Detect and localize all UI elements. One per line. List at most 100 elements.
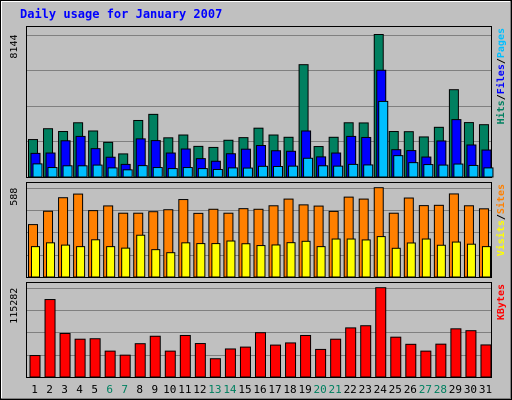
legend-part-2: Files [495, 64, 507, 94]
panel-kbytes-legend-label: KBytes [496, 284, 507, 320]
bar-pages-day-25 [393, 155, 404, 178]
bar-kbytes-day-29 [450, 328, 462, 378]
bar-kbytes-day-26 [405, 343, 417, 378]
x-tick-label-3: 3 [61, 383, 68, 396]
x-tick-label-5: 5 [91, 383, 98, 396]
x-tick-label-8: 8 [136, 383, 143, 396]
bar-pages-day-16 [257, 165, 268, 178]
bar-kbytes-day-13 [209, 358, 221, 378]
bar-sites-day-27 [421, 238, 431, 278]
bar-kbytes-day-8 [134, 343, 146, 378]
bar-kbytes-day-2 [44, 299, 56, 378]
bar-pages-day-27 [423, 164, 434, 178]
bar-sites-day-31 [481, 246, 491, 278]
chart-title: Daily usage for January 2007 [20, 7, 222, 21]
bar-kbytes-day-23 [360, 325, 372, 378]
bar-sites-day-5 [91, 239, 101, 278]
bar-sites-day-10 [166, 252, 176, 278]
bar-pages-day-8 [137, 165, 148, 178]
bar-sites-day-11 [181, 242, 191, 278]
bar-pages-day-28 [438, 164, 449, 178]
x-tick-label-28: 28 [434, 383, 447, 396]
x-tick-label-18: 18 [283, 383, 296, 396]
x-tick-label-21: 21 [329, 383, 342, 396]
bar-kbytes-day-12 [194, 343, 206, 378]
panel-visits-legend-label: Visits/Sites [495, 184, 507, 256]
legend-part-1: / [496, 94, 507, 100]
x-tick-label-22: 22 [344, 383, 357, 396]
bar-pages-day-1 [32, 163, 43, 178]
bar-kbytes-day-7 [119, 354, 131, 378]
x-tick-label-31: 31 [479, 383, 492, 396]
x-tick-label-15: 15 [238, 383, 251, 396]
bar-pages-day-9 [152, 167, 163, 178]
x-tick-label-12: 12 [193, 383, 206, 396]
panel-hits-max-label: 8144 [9, 35, 20, 59]
bar-sites-day-1 [31, 246, 40, 278]
series-pages [32, 100, 494, 178]
bar-pages-day-11 [182, 167, 193, 178]
x-tick-label-16: 16 [253, 383, 266, 396]
x-tick-label-25: 25 [389, 383, 402, 396]
legend-part-0: Visits [495, 220, 507, 256]
legend-part-4: Pages [496, 28, 507, 58]
legend-part-1: / [496, 214, 507, 220]
bar-sites-day-30 [466, 243, 476, 278]
bar-sites-day-18 [286, 242, 296, 278]
x-tick-label-9: 9 [151, 383, 158, 396]
bar-pages-day-7 [122, 169, 133, 178]
bar-sites-day-24 [376, 236, 386, 278]
bar-pages-day-24 [378, 100, 389, 178]
bar-pages-day-30 [468, 164, 479, 178]
x-tick-label-6: 6 [106, 383, 113, 396]
bar-sites-day-28 [436, 244, 446, 278]
bar-kbytes-day-9 [149, 335, 161, 378]
bar-kbytes-day-5 [89, 338, 101, 378]
bar-pages-day-26 [408, 162, 419, 178]
bar-pages-day-23 [363, 164, 374, 178]
x-axis: 1 2 3 4 5 6 7 8 9 10 11 12 13 14 15 16 17 18 19 20 21 22 23 24 2… [31, 383, 492, 396]
bar-kbytes-day-15 [239, 346, 251, 378]
x-tick-label-11: 11 [178, 383, 191, 396]
bar-sites-day-7 [121, 247, 131, 278]
bar-kbytes-day-20 [315, 348, 327, 378]
bar-kbytes-day-27 [420, 350, 432, 378]
bar-kbytes-day-25 [390, 336, 402, 378]
bar-pages-day-3 [62, 165, 73, 178]
bar-pages-day-15 [242, 167, 253, 178]
bar-sites-day-22 [346, 238, 356, 278]
bar-pages-day-2 [47, 167, 58, 178]
bar-pages-day-14 [227, 167, 238, 178]
bar-pages-day-21 [333, 165, 344, 178]
bar-kbytes-day-17 [270, 344, 282, 378]
bar-pages-day-5 [92, 164, 103, 178]
x-tick-label-7: 7 [121, 383, 128, 396]
bar-kbytes-day-11 [179, 334, 191, 378]
bar-pages-day-29 [453, 163, 464, 178]
bar-pages-day-4 [77, 165, 88, 178]
bar-kbytes-day-10 [164, 350, 176, 378]
x-tick-label-19: 19 [298, 383, 311, 396]
bar-pages-day-17 [273, 166, 284, 178]
bar-sites-day-3 [61, 244, 71, 278]
bar-sites-day-26 [406, 242, 416, 278]
bar-sites-day-20 [316, 246, 326, 278]
bar-sites-day-6 [106, 246, 116, 278]
bar-pages-day-20 [318, 165, 329, 178]
x-tick-label-29: 29 [449, 383, 462, 396]
legend-part-0: Hits [495, 100, 507, 124]
panel-visits-max-label: 588 [9, 188, 20, 206]
bar-sites-day-12 [196, 243, 206, 278]
x-tick-label-10: 10 [163, 383, 176, 396]
bar-kbytes-day-6 [104, 350, 116, 378]
panel-hits-legend-label: Hits/Files/Pages [495, 28, 507, 124]
bar-kbytes-day-14 [224, 348, 236, 378]
x-tick-label-2: 2 [46, 383, 53, 396]
bar-pages-day-10 [167, 168, 178, 178]
bar-pages-day-13 [212, 168, 223, 178]
x-tick-label-4: 4 [76, 383, 83, 396]
bar-kbytes-day-21 [330, 338, 342, 378]
legend-part-3: / [496, 58, 507, 64]
x-tick-label-20: 20 [314, 383, 327, 396]
